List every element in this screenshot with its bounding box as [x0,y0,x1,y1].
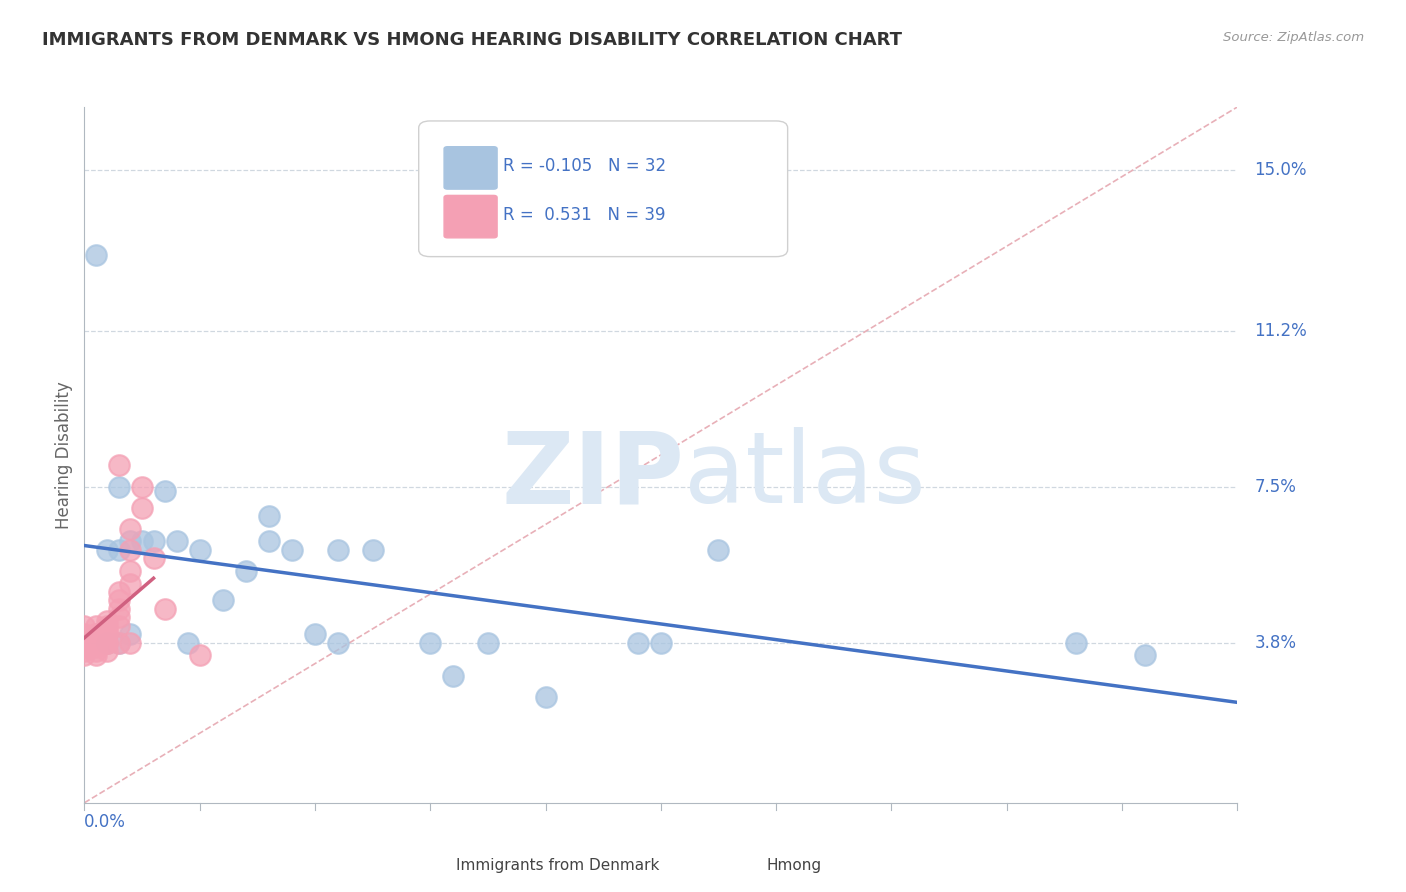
Point [96,615,118,629]
Point [108,585,131,599]
Point [120,564,142,578]
Text: 15.0%: 15.0% [1254,161,1308,179]
Text: 11.2%: 11.2% [1254,321,1308,340]
Point [96,627,118,641]
Point [120,635,142,649]
Point [96,618,118,632]
Point [96,542,118,557]
Point [281,542,304,557]
Point [96,635,118,649]
Point [108,635,131,649]
Point [326,542,349,557]
Text: R = -0.105   N = 32: R = -0.105 N = 32 [503,157,666,175]
Point [96,644,118,658]
Point [108,610,131,624]
Point [96,623,118,637]
Point [257,509,280,524]
Point [131,479,153,493]
FancyBboxPatch shape [404,847,451,885]
Point [257,534,280,549]
Text: 0.0%: 0.0% [84,813,127,830]
Point [153,483,176,498]
Point [120,534,142,549]
Y-axis label: Hearing Disability: Hearing Disability [55,381,73,529]
Point [73,644,96,658]
Point [166,534,188,549]
Point [84,627,107,641]
Point [142,534,165,549]
Point [84,635,107,649]
Point [211,593,233,607]
FancyBboxPatch shape [444,146,498,189]
Text: Source: ZipAtlas.com: Source: ZipAtlas.com [1223,31,1364,45]
Text: 7.5%: 7.5% [1254,477,1296,496]
Point [96,635,118,649]
FancyBboxPatch shape [716,847,762,885]
Point [627,635,650,649]
Point [235,564,257,578]
Point [108,593,131,607]
Point [84,648,107,663]
Point [108,618,131,632]
Point [84,635,107,649]
Point [534,690,557,705]
Point [142,551,165,566]
Point [73,635,96,649]
Point [326,635,349,649]
Point [153,602,176,616]
Point [84,247,107,261]
Point [707,542,730,557]
Point [108,542,131,557]
Point [108,458,131,473]
FancyBboxPatch shape [419,121,787,257]
Text: ZIP: ZIP [501,427,683,524]
Point [84,640,107,654]
Point [188,648,211,663]
Point [120,522,142,536]
Point [419,635,441,649]
Point [96,635,118,649]
Point [108,602,131,616]
Point [131,500,153,515]
Point [177,635,200,649]
Point [84,644,107,658]
Point [304,627,326,641]
Point [1064,635,1087,649]
Point [73,618,96,632]
Point [73,635,96,649]
Point [84,627,107,641]
Text: Hmong: Hmong [766,858,823,873]
Point [361,542,384,557]
Point [73,648,96,663]
Point [131,534,153,549]
Point [650,635,672,649]
Point [120,576,142,591]
Text: Immigrants from Denmark: Immigrants from Denmark [456,858,659,873]
Point [188,542,211,557]
Point [108,479,131,493]
Text: R =  0.531   N = 39: R = 0.531 N = 39 [503,206,665,224]
Point [73,627,96,641]
Text: 3.8%: 3.8% [1254,633,1296,651]
Point [120,627,142,641]
Point [84,618,107,632]
Point [1133,648,1156,663]
Text: atlas: atlas [683,427,925,524]
Point [441,669,464,683]
Point [477,635,499,649]
Point [120,542,142,557]
FancyBboxPatch shape [444,195,498,238]
Text: IMMIGRANTS FROM DENMARK VS HMONG HEARING DISABILITY CORRELATION CHART: IMMIGRANTS FROM DENMARK VS HMONG HEARING… [42,31,903,49]
Point [73,640,96,654]
Point [108,635,131,649]
